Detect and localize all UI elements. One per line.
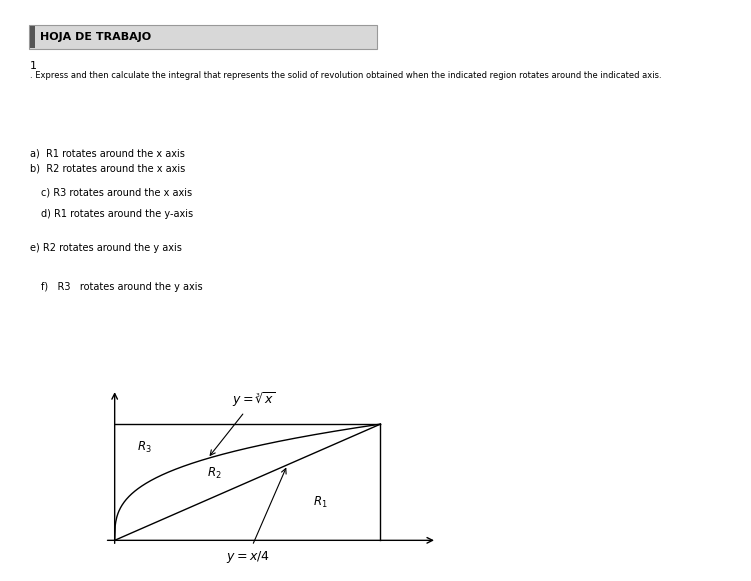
Text: e) R2 rotates around the y axis: e) R2 rotates around the y axis — [30, 243, 182, 253]
Text: a)  R1 rotates around the x axis: a) R1 rotates around the x axis — [30, 148, 185, 158]
Text: $R_2$: $R_2$ — [207, 466, 222, 481]
Text: 1: 1 — [30, 61, 37, 71]
Text: $y = x/4$: $y = x/4$ — [225, 468, 286, 565]
Text: b)  R2 rotates around the x axis: b) R2 rotates around the x axis — [30, 164, 185, 174]
Text: HOJA DE TRABAJO: HOJA DE TRABAJO — [40, 32, 151, 42]
Text: . Express and then calculate the integral that represents the solid of revolutio: . Express and then calculate the integra… — [30, 71, 662, 80]
Text: $R_3$: $R_3$ — [137, 440, 152, 455]
Text: d) R1 rotates around the y-axis: d) R1 rotates around the y-axis — [41, 209, 194, 219]
Text: $R_1$: $R_1$ — [313, 495, 328, 510]
Text: c) R3 rotates around the x axis: c) R3 rotates around the x axis — [41, 187, 192, 197]
FancyBboxPatch shape — [30, 26, 35, 48]
Text: f)   R3   rotates around the y axis: f) R3 rotates around the y axis — [41, 282, 203, 292]
Text: $y = \sqrt[3]{x}$: $y = \sqrt[3]{x}$ — [210, 390, 276, 456]
FancyBboxPatch shape — [29, 25, 377, 49]
